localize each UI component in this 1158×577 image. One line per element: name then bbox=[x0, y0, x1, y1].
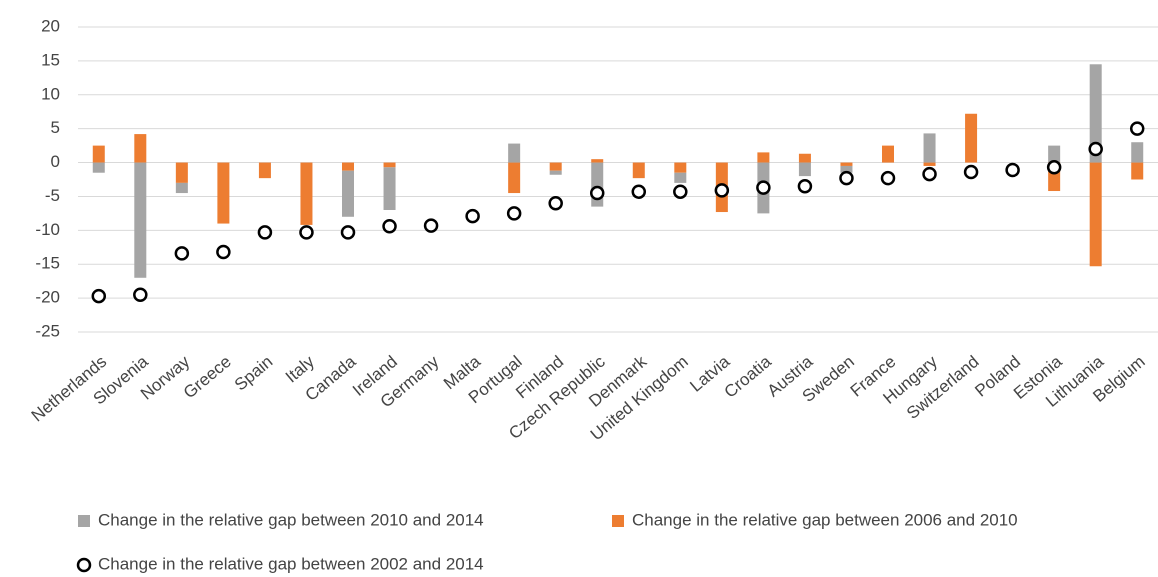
y-tick-label: -10 bbox=[35, 220, 60, 239]
x-tick-label: Spain bbox=[231, 352, 277, 395]
bar bbox=[1089, 64, 1102, 163]
point bbox=[465, 208, 480, 224]
bar bbox=[882, 145, 894, 163]
bar bbox=[549, 162, 562, 171]
bar bbox=[134, 134, 147, 163]
point bbox=[756, 180, 771, 195]
y-tick-label: 5 bbox=[51, 118, 60, 137]
legend-swatch bbox=[78, 515, 90, 527]
bar bbox=[757, 152, 770, 163]
point bbox=[839, 170, 854, 186]
point bbox=[797, 179, 813, 194]
bar bbox=[175, 182, 188, 194]
point bbox=[631, 184, 647, 199]
bar bbox=[798, 162, 811, 177]
bar bbox=[1048, 145, 1061, 163]
y-tick-label: 0 bbox=[51, 152, 60, 171]
bar bbox=[1089, 162, 1102, 267]
point bbox=[880, 170, 896, 186]
y-tick-label: -20 bbox=[35, 288, 60, 307]
bar bbox=[1131, 162, 1144, 180]
bar bbox=[840, 165, 853, 173]
y-tick-label: 20 bbox=[41, 16, 60, 35]
point bbox=[589, 185, 605, 201]
bar bbox=[92, 162, 105, 173]
bar bbox=[508, 143, 521, 163]
bar bbox=[591, 159, 604, 163]
point bbox=[548, 195, 563, 211]
bar bbox=[674, 162, 687, 173]
bar bbox=[1131, 142, 1144, 163]
point bbox=[382, 219, 397, 234]
point bbox=[174, 246, 190, 261]
point bbox=[1129, 121, 1145, 136]
bar bbox=[383, 167, 396, 210]
bar bbox=[175, 162, 188, 183]
y-tick-label: 10 bbox=[41, 84, 60, 103]
point bbox=[922, 166, 937, 182]
legend-swatch bbox=[612, 515, 624, 527]
point bbox=[506, 206, 522, 221]
point bbox=[257, 225, 273, 240]
point bbox=[1005, 162, 1020, 178]
point bbox=[673, 184, 688, 199]
bar bbox=[674, 172, 687, 183]
bar bbox=[965, 113, 978, 163]
bar bbox=[840, 162, 853, 166]
y-tick-label: 15 bbox=[41, 50, 60, 69]
legend-swatch bbox=[76, 557, 92, 573]
legend-label: Change in the relative gap between 2006 … bbox=[632, 510, 1018, 529]
legend-label: Change in the relative gap between 2002 … bbox=[98, 554, 484, 573]
legend-label: Change in the relative gap between 2010 … bbox=[98, 510, 484, 529]
point bbox=[91, 288, 107, 304]
point bbox=[299, 225, 314, 240]
bar bbox=[258, 162, 271, 179]
point bbox=[714, 183, 730, 198]
bar bbox=[923, 162, 936, 166]
point bbox=[963, 164, 979, 180]
point bbox=[423, 218, 439, 233]
bar bbox=[92, 145, 105, 163]
x-tick-label: Croatia bbox=[721, 352, 776, 402]
point bbox=[1088, 141, 1103, 157]
bar bbox=[134, 162, 147, 278]
bar bbox=[300, 162, 313, 225]
bar bbox=[798, 153, 811, 163]
bar bbox=[549, 170, 562, 175]
point bbox=[340, 225, 356, 240]
bar bbox=[923, 133, 936, 163]
bar bbox=[342, 162, 354, 171]
y-tick-label: -5 bbox=[45, 186, 60, 205]
y-tick-label: -15 bbox=[35, 254, 60, 273]
bar bbox=[508, 162, 521, 194]
bar bbox=[217, 162, 230, 224]
bar bbox=[632, 162, 645, 179]
x-tick-label: Greece bbox=[180, 352, 235, 402]
point bbox=[216, 244, 231, 260]
y-tick-label: -25 bbox=[35, 321, 60, 340]
bar bbox=[342, 170, 354, 217]
point bbox=[1046, 160, 1062, 175]
point bbox=[133, 287, 148, 302]
bar bbox=[383, 162, 396, 168]
